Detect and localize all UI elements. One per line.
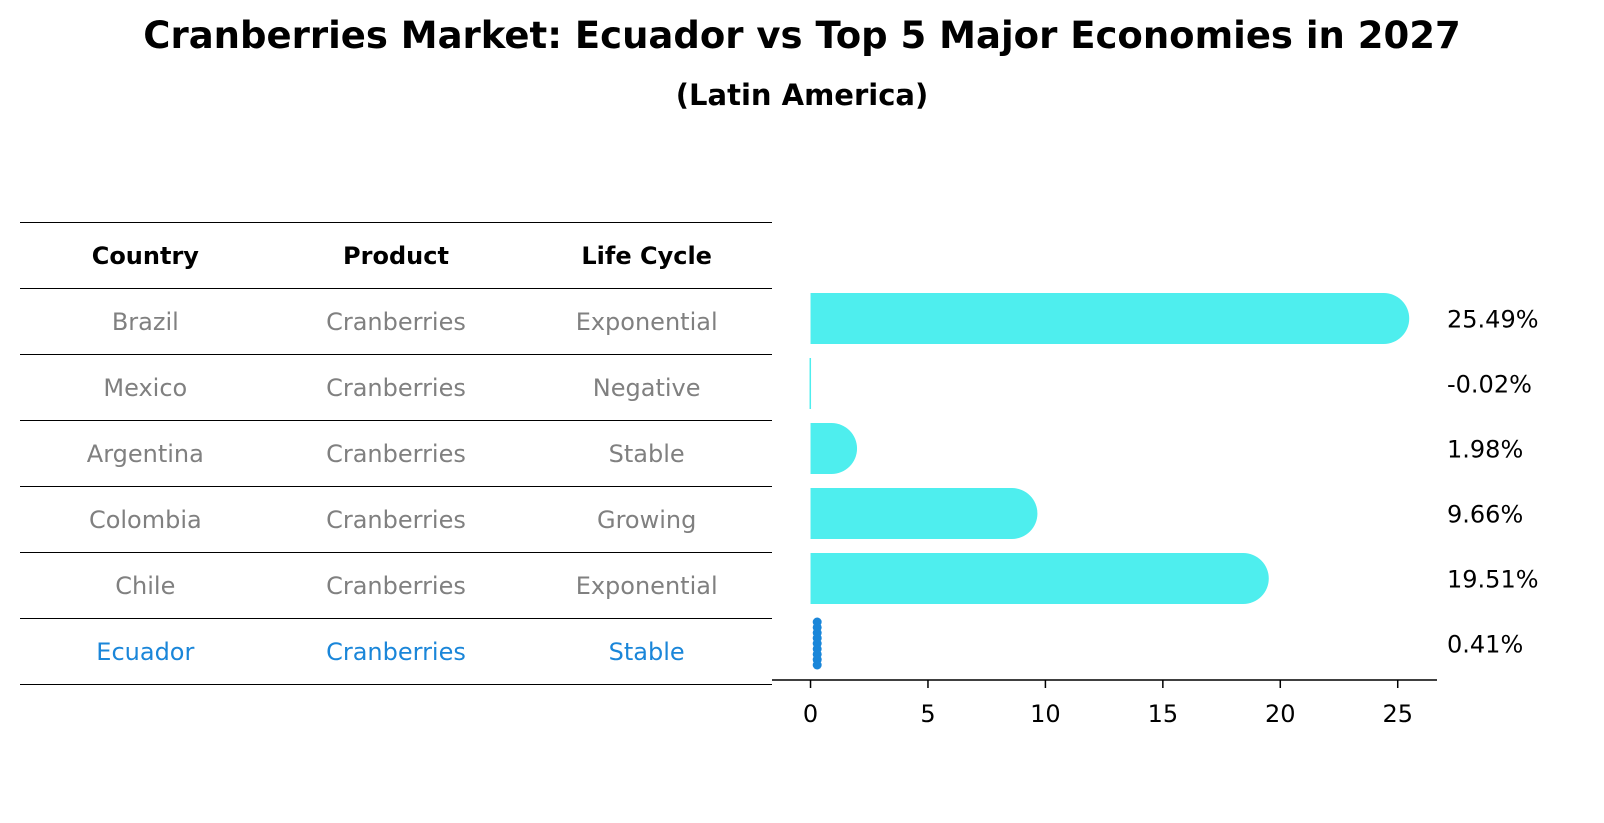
cell-life-cycle: Stable [521,618,772,685]
cell-life-cycle: Stable [521,420,772,487]
cell-country: Argentina [20,420,271,487]
table-row: Brazil Cranberries Exponential [20,288,772,355]
data-label-chile: 19.51% [1447,566,1539,594]
column-header-life-cycle: Life Cycle [521,222,772,289]
table-row-highlighted: Ecuador Cranberries Stable [20,618,772,685]
cell-country: Colombia [20,486,271,553]
country-table: Country Product Life Cycle Brazil Cranbe… [20,222,772,685]
bar-chart-svg: 25.49% -0.02% 1.98% 9.66% 19.51% 0.41% 0 5 10 15 2… [772,293,1539,728]
cell-country: Mexico [20,354,271,421]
cell-product: Cranberries [270,288,522,355]
cell-product: Cranberries [270,354,522,421]
data-label-argentina: 1.98% [1447,436,1523,464]
cell-country: Ecuador [20,618,271,685]
table-row: Chile Cranberries Exponential [20,552,772,619]
x-tick-label: 25 [1382,700,1413,728]
cell-life-cycle: Negative [521,354,772,421]
bar-ecuador [812,660,822,670]
x-tick-label: 0 [803,700,818,728]
bar-colombia [810,488,1038,539]
data-label-mexico: -0.02% [1447,371,1532,399]
data-label-ecuador: 0.41% [1447,631,1523,659]
chart-subtitle: (Latin America) [675,78,929,112]
x-tick-label: 10 [1030,700,1061,728]
x-tick-label: 20 [1265,700,1296,728]
cell-product: Cranberries [270,552,522,619]
cell-product: Cranberries [270,618,522,685]
cell-product: Cranberries [270,486,522,553]
bar-argentina [810,423,858,474]
cell-life-cycle: Growing [521,486,772,553]
bar-brazil [810,293,1410,344]
bar-mexico [809,358,812,409]
table-row: Mexico Cranberries Negative [20,354,772,421]
table-header-row: Country Product Life Cycle [20,222,772,289]
column-header-product: Product [270,222,522,289]
bar-chile [810,553,1269,604]
cell-product: Cranberries [270,420,522,487]
table-row: Colombia Cranberries Growing [20,486,772,553]
table-row: Argentina Cranberries Stable [20,420,772,487]
x-tick-label: 5 [920,700,935,728]
column-header-country: Country [20,222,271,289]
cell-country: Brazil [20,288,271,355]
cell-life-cycle: Exponential [521,552,772,619]
data-label-brazil: 25.49% [1447,306,1539,334]
bar-chart: 25.49% -0.02% 1.98% 9.66% 19.51% 0.41% 0 5 10 15 2… [772,280,1580,760]
data-label-colombia: 9.66% [1447,501,1523,529]
cell-life-cycle: Exponential [521,288,772,355]
chart-title: Cranberries Market: Ecuador vs Top 5 Maj… [143,14,1461,57]
x-tick-label: 15 [1148,700,1179,728]
cell-country: Chile [20,552,271,619]
